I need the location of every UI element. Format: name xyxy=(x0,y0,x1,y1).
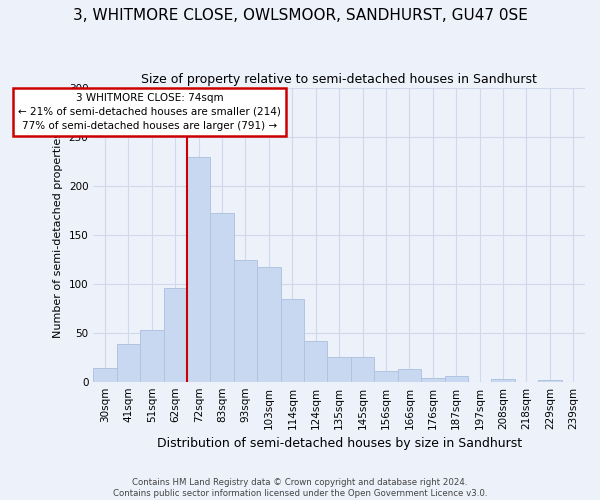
X-axis label: Distribution of semi-detached houses by size in Sandhurst: Distribution of semi-detached houses by … xyxy=(157,437,522,450)
Text: Contains HM Land Registry data © Crown copyright and database right 2024.
Contai: Contains HM Land Registry data © Crown c… xyxy=(113,478,487,498)
Bar xyxy=(398,369,421,382)
Bar xyxy=(328,357,351,382)
Bar xyxy=(538,380,562,382)
Text: 3 WHITMORE CLOSE: 74sqm
← 21% of semi-detached houses are smaller (214)
77% of s: 3 WHITMORE CLOSE: 74sqm ← 21% of semi-de… xyxy=(18,93,281,131)
Bar xyxy=(304,340,328,382)
Bar xyxy=(164,288,187,382)
Bar xyxy=(491,378,515,382)
Bar xyxy=(140,330,164,382)
Bar xyxy=(257,267,281,382)
Bar xyxy=(445,376,468,382)
Bar xyxy=(93,368,117,382)
Bar xyxy=(351,357,374,382)
Text: 3, WHITMORE CLOSE, OWLSMOOR, SANDHURST, GU47 0SE: 3, WHITMORE CLOSE, OWLSMOOR, SANDHURST, … xyxy=(73,8,527,22)
Y-axis label: Number of semi-detached properties: Number of semi-detached properties xyxy=(53,132,63,338)
Title: Size of property relative to semi-detached houses in Sandhurst: Size of property relative to semi-detach… xyxy=(141,72,537,86)
Bar xyxy=(421,378,445,382)
Bar xyxy=(187,156,211,382)
Bar xyxy=(117,344,140,382)
Bar xyxy=(211,214,234,382)
Bar xyxy=(374,371,398,382)
Bar xyxy=(281,300,304,382)
Bar xyxy=(234,260,257,382)
